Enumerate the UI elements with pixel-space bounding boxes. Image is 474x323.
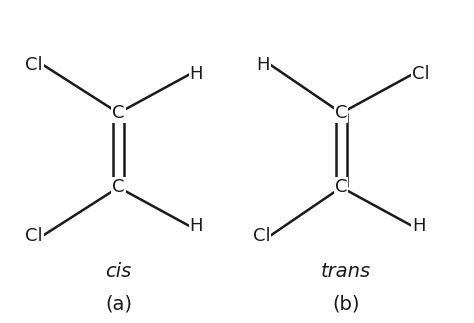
Text: Cl: Cl bbox=[253, 227, 270, 245]
Text: C: C bbox=[112, 178, 125, 196]
Text: (a): (a) bbox=[105, 294, 132, 313]
Text: Cl: Cl bbox=[412, 65, 430, 83]
Text: H: H bbox=[257, 56, 270, 74]
Text: H: H bbox=[190, 65, 203, 83]
Text: trans: trans bbox=[321, 262, 371, 281]
Text: H: H bbox=[412, 217, 426, 235]
Text: C: C bbox=[112, 104, 125, 122]
Text: Cl: Cl bbox=[25, 56, 43, 74]
Text: (b): (b) bbox=[332, 294, 360, 313]
Text: Cl: Cl bbox=[25, 227, 43, 245]
Text: H: H bbox=[190, 217, 203, 235]
Text: cis: cis bbox=[105, 262, 132, 281]
Text: C: C bbox=[335, 178, 347, 196]
Text: C: C bbox=[335, 104, 347, 122]
